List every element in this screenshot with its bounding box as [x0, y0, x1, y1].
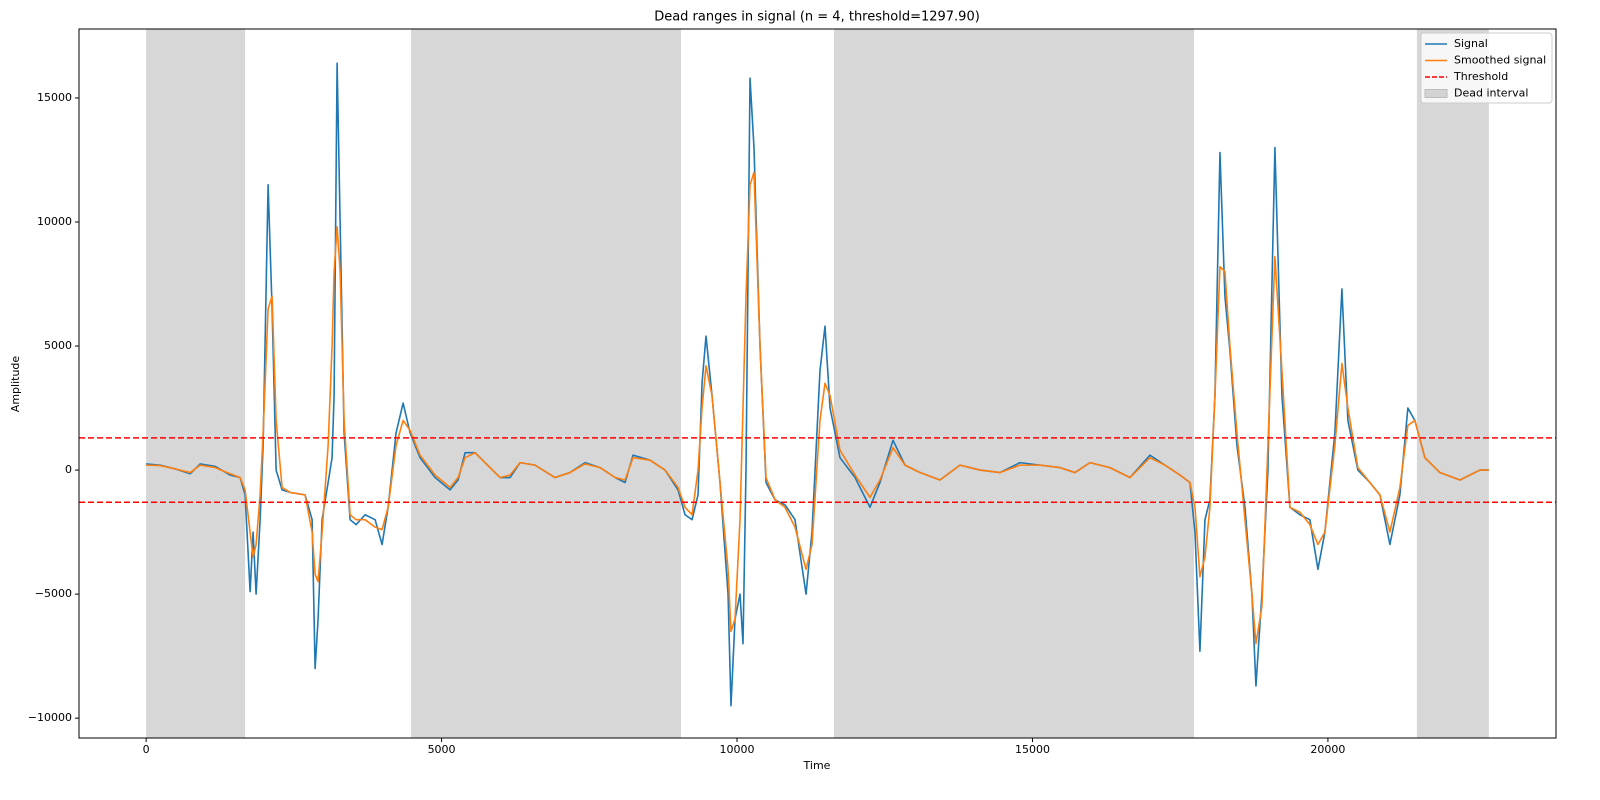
y-tick-label: 5000	[44, 339, 72, 352]
x-tick-label: 0	[143, 743, 150, 756]
x-tick-label: 5000	[428, 743, 456, 756]
x-tick-label: 15000	[1015, 743, 1050, 756]
legend-box	[1420, 32, 1553, 104]
y-axis-label: Amplitude	[9, 356, 22, 413]
y-tick-label: 15000	[37, 91, 72, 104]
y-tick-label: 0	[65, 463, 72, 476]
dead-interval	[1416, 29, 1489, 738]
plot-frame	[78, 28, 1557, 739]
x-tick-label: 10000	[720, 743, 755, 756]
series-line	[146, 62, 1489, 707]
dead-interval	[411, 29, 682, 738]
chart-title: Dead ranges in signal (n = 4, threshold=…	[654, 10, 980, 25]
dead-interval	[146, 29, 246, 738]
legend-label: Smoothed signal	[1454, 54, 1546, 67]
series-line	[146, 171, 1489, 645]
y-tick-label: −10000	[28, 711, 72, 724]
x-tick-label: 20000	[1310, 743, 1345, 756]
legend-label: Dead interval	[1454, 87, 1528, 100]
legend-label: Threshold	[1453, 70, 1508, 83]
legend-label: Signal	[1454, 37, 1488, 50]
y-tick-label: 10000	[37, 215, 72, 228]
x-axis-label: Time	[803, 759, 831, 772]
y-tick-label: −5000	[35, 587, 72, 600]
dead-interval	[833, 29, 1194, 738]
legend-swatch	[1424, 89, 1448, 98]
